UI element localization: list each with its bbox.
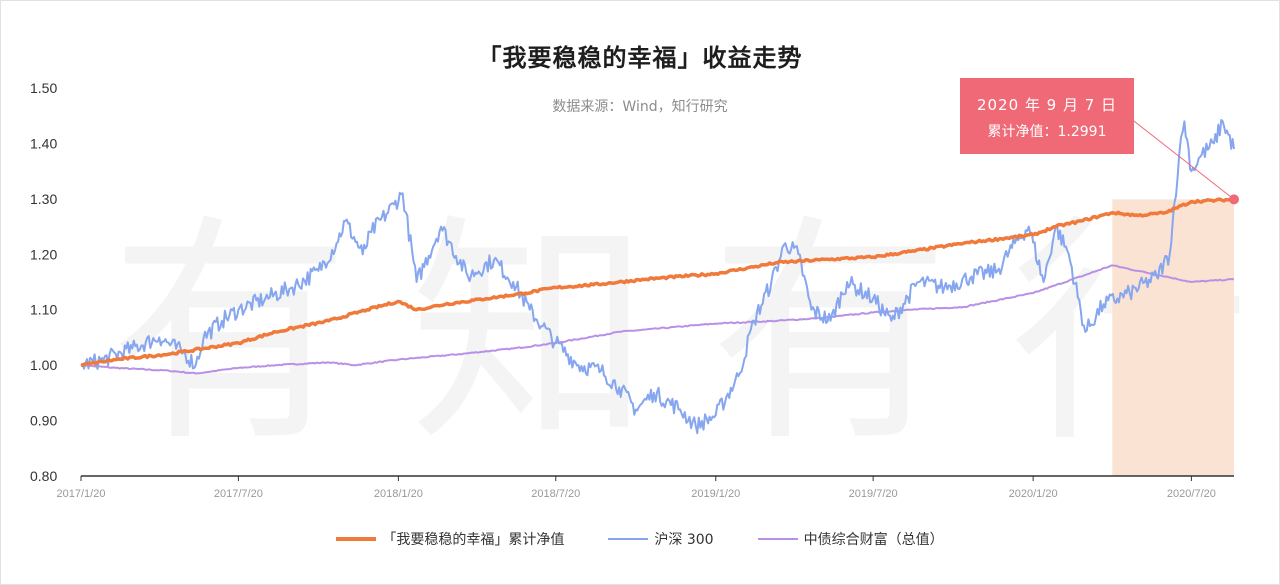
series-bond-line bbox=[80, 264, 1235, 375]
series-fund-line bbox=[81, 197, 1235, 367]
y-tick-label: 1.50 bbox=[30, 80, 57, 96]
y-tick-label: 1.00 bbox=[30, 357, 57, 373]
x-tick-label: 2020/7/20 bbox=[1167, 488, 1216, 500]
chart-legend: 「我要稳稳的幸福」累计净值 沪深 300 中债综合财富（总值） bbox=[0, 529, 1280, 549]
y-tick-label: 1.20 bbox=[30, 246, 57, 262]
x-tick-label: 2019/7/20 bbox=[849, 488, 898, 500]
shaded-region bbox=[1112, 199, 1234, 476]
legend-label-fund: 「我要稳稳的幸福」累计净值 bbox=[382, 532, 565, 548]
x-tick-label: 2018/7/20 bbox=[531, 488, 580, 500]
legend-label-bond: 中债综合财富（总值） bbox=[803, 532, 944, 548]
x-tick-label: 2018/1/20 bbox=[374, 488, 423, 500]
callout-leader-line bbox=[1129, 117, 1235, 200]
y-tick-label: 1.10 bbox=[30, 302, 57, 318]
chart-title: 「我要稳稳的幸福」收益走势 bbox=[477, 44, 803, 72]
legend-swatch-bond bbox=[757, 538, 798, 540]
x-tick-label: 2017/1/20 bbox=[57, 488, 106, 500]
highlight-callout: 2020 年 9 月 7 日 累计净值：1.2991 bbox=[960, 78, 1134, 154]
x-tick-label: 2017/7/20 bbox=[214, 488, 263, 500]
x-tick-label: 2020/1/20 bbox=[1009, 488, 1058, 500]
callout-value: 累计净值：1.2991 bbox=[987, 124, 1107, 140]
legend-label-index: 沪深 300 bbox=[654, 532, 714, 548]
y-tick-label: 0.80 bbox=[30, 468, 57, 484]
legend-item-index[interactable]: 沪深 300 bbox=[608, 529, 714, 549]
legend-item-fund[interactable]: 「我要稳稳的幸福」累计净值 bbox=[336, 529, 564, 549]
legend-swatch-fund bbox=[336, 537, 377, 541]
y-tick-label: 1.40 bbox=[30, 135, 57, 151]
legend-item-bond[interactable]: 中债综合财富（总值） bbox=[757, 529, 944, 549]
y-tick-label: 0.90 bbox=[30, 413, 57, 429]
series-index-line bbox=[80, 119, 1235, 435]
y-tick-label: 1.30 bbox=[30, 191, 57, 207]
chart-subtitle: 数据来源：Wind，知行研究 bbox=[552, 99, 728, 115]
legend-swatch-index bbox=[608, 538, 649, 540]
x-tick-label: 2019/1/20 bbox=[691, 488, 740, 500]
highlight-point bbox=[1229, 194, 1239, 205]
callout-date: 2020 年 9 月 7 日 bbox=[976, 96, 1118, 114]
